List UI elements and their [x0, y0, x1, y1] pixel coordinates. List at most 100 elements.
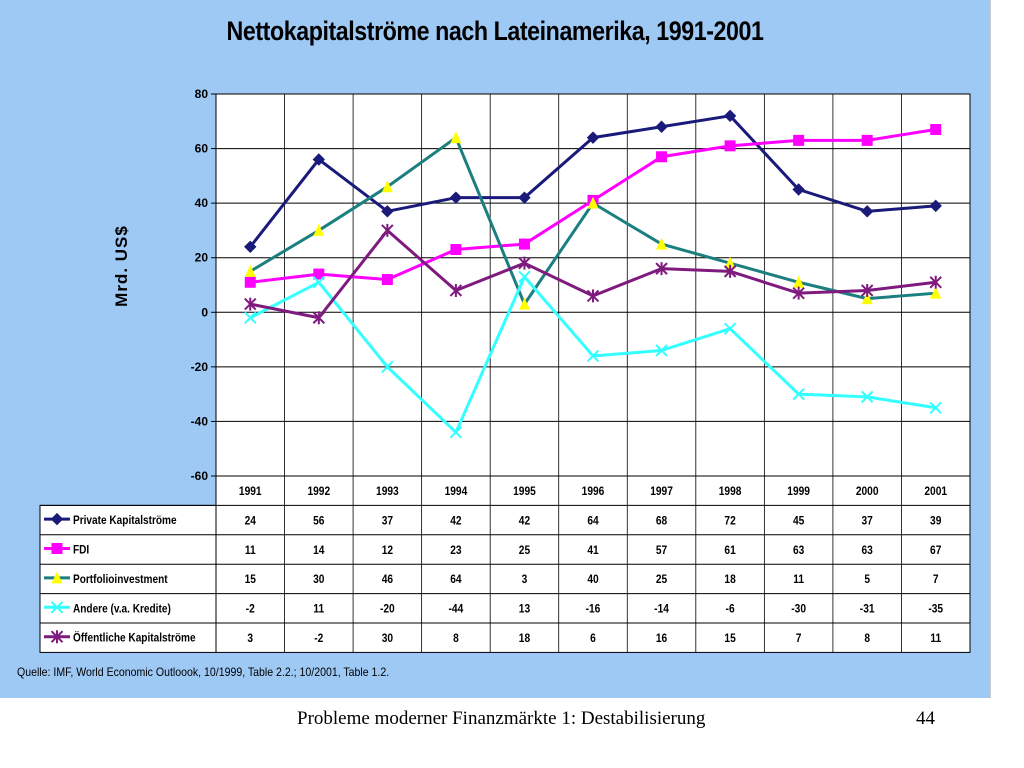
marker-x: [312, 276, 326, 289]
marker-star: [655, 262, 668, 276]
table-cell: 25: [519, 544, 530, 557]
marker-diamond: [312, 153, 326, 166]
y-tick-label: -20: [191, 360, 209, 374]
x-tick-label: 1992: [307, 485, 330, 498]
marker-star: [792, 286, 805, 300]
marker-triangle: [244, 264, 256, 277]
table-cell: 15: [245, 574, 256, 587]
table-cell: 64: [587, 515, 599, 528]
marker-star: [50, 630, 64, 644]
series-3: [244, 131, 942, 310]
y-tick-label: 40: [195, 196, 209, 210]
marker-x: [381, 360, 394, 374]
marker-diamond: [518, 191, 531, 204]
marker-x: [518, 270, 531, 284]
marker-triangle: [930, 286, 942, 299]
marker-x: [50, 601, 64, 614]
y-tick-label: -40: [191, 414, 209, 428]
table-cell: 61: [724, 544, 735, 557]
table-cell: 11: [930, 632, 941, 645]
table-cell: 3: [522, 574, 528, 587]
table-cell: -20: [380, 603, 395, 616]
table-cell: -6: [726, 603, 735, 616]
marker-star: [381, 223, 394, 237]
table-cell: 72: [724, 515, 735, 528]
y-tick-label: -60: [191, 469, 209, 483]
source-note: Quelle: IMF, World Economic Outloook, 10…: [17, 665, 390, 679]
marker-triangle: [656, 237, 668, 250]
marker-x: [586, 349, 600, 363]
marker-triangle: [518, 297, 530, 310]
y-axis-label: Mrd. US$: [112, 225, 131, 307]
table-cell: -30: [791, 603, 806, 616]
marker-square: [656, 151, 668, 163]
legend-label: Portfolioinvestment: [73, 573, 168, 586]
x-tick-label: 2001: [924, 485, 947, 498]
marker-square: [793, 134, 805, 146]
marker-diamond: [929, 199, 942, 213]
chart-title: Nettokapitalströme nach Lateinamerika, 1…: [226, 16, 764, 46]
legend-label: Private Kapitalströme: [73, 514, 177, 527]
marker-square: [450, 244, 462, 256]
table-cell: 16: [656, 632, 667, 645]
table-cell: 25: [656, 574, 667, 587]
table-cell: 68: [656, 515, 667, 528]
table-cell: -31: [860, 603, 875, 616]
x-tick-label: 1995: [513, 485, 536, 498]
marker-x: [244, 311, 257, 324]
table-cell: 13: [519, 603, 530, 616]
marker-triangle: [313, 223, 325, 236]
table-cell: 30: [382, 632, 393, 645]
table-cell: 14: [313, 544, 325, 557]
table-cell: 3: [247, 632, 253, 645]
marker-square: [518, 238, 530, 250]
marker-square: [930, 123, 942, 135]
marker-square: [51, 543, 63, 554]
marker-square: [244, 276, 256, 288]
x-tick-label: 1994: [445, 485, 468, 498]
table-cell: 7: [933, 574, 939, 587]
table-cell: 42: [450, 515, 461, 528]
x-tick-label: 1998: [719, 485, 742, 498]
y-tick-label: 20: [195, 251, 209, 265]
table-cell: 37: [862, 515, 873, 528]
table-cell: 23: [450, 544, 461, 557]
table-cell: 12: [382, 544, 393, 557]
table-cell: 18: [519, 632, 530, 645]
marker-square: [313, 268, 325, 280]
table-cell: 8: [864, 632, 870, 645]
marker-star: [244, 297, 257, 311]
table-cell: 57: [656, 544, 667, 557]
table-cell: 11: [793, 574, 804, 587]
marker-diamond: [860, 205, 874, 218]
marker-star: [312, 311, 326, 325]
y-tick-label: 80: [195, 87, 209, 101]
marker-triangle: [51, 571, 63, 584]
marker-triangle: [861, 292, 873, 305]
x-tick-label: 1996: [582, 485, 605, 498]
table-cell: 42: [519, 515, 530, 528]
table-cell: 63: [862, 544, 873, 557]
marker-x: [449, 426, 463, 439]
table-cell: -2: [246, 603, 255, 616]
table-cell: 64: [450, 574, 462, 587]
marker-diamond: [723, 109, 737, 123]
table-cell: 39: [930, 515, 941, 528]
marker-x: [655, 344, 668, 357]
footer-text: Probleme moderner Finanzmärkte 1: Destab…: [297, 708, 706, 729]
table-cell: 56: [313, 515, 324, 528]
table-cell: 41: [587, 544, 598, 557]
marker-diamond: [449, 191, 463, 204]
marker-x: [792, 387, 805, 401]
y-tick-label: 60: [195, 142, 209, 156]
table-cell: 18: [724, 574, 735, 587]
table-cell: 30: [313, 574, 324, 587]
series-5: [244, 223, 942, 325]
marker-triangle: [381, 180, 393, 193]
table-cell: 11: [313, 603, 324, 616]
marker-star: [586, 289, 600, 303]
table-cell: -44: [449, 603, 464, 616]
legend-label: FDI: [73, 544, 89, 557]
table-cell: 45: [793, 515, 804, 528]
legend-label: Öffentliche Kapitalströme: [73, 631, 196, 645]
